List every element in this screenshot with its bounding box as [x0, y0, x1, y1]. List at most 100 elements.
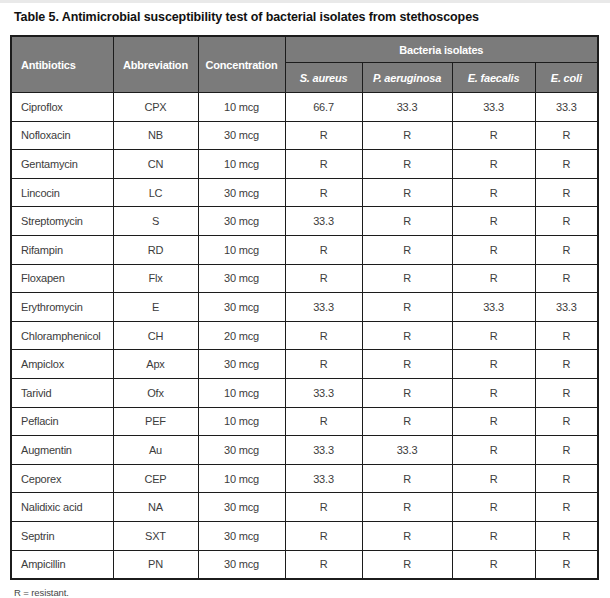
cell-s-aureus: R: [285, 178, 362, 207]
cell-s-aureus: 33.3: [285, 378, 362, 407]
cell-antibiotic: Ciproflox: [11, 93, 113, 122]
cell-antibiotic: Erythromycin: [11, 293, 113, 322]
cell-concentration: 30 mcg: [198, 436, 285, 465]
cell-abbreviation: E: [113, 293, 198, 322]
cell-e-faecalis: R: [452, 493, 535, 522]
table-row: Tarivid Ofx 10 mcg 33.3 R R R: [11, 378, 598, 407]
cell-e-faecalis: R: [452, 235, 535, 264]
cell-p-aeruginosa: R: [362, 521, 452, 550]
cell-antibiotic: Chloramphenicol: [11, 321, 113, 350]
cell-s-aureus: R: [285, 121, 362, 150]
cell-abbreviation: PEF: [113, 407, 198, 436]
cell-p-aeruginosa: R: [362, 235, 452, 264]
cell-e-faecalis: R: [452, 550, 535, 579]
cell-abbreviation: Au: [113, 436, 198, 465]
cell-p-aeruginosa: R: [362, 293, 452, 322]
cell-abbreviation: NA: [113, 493, 198, 522]
cell-s-aureus: 33.3: [285, 293, 362, 322]
col-header-p-aeruginosa: P. aeruginosa: [362, 63, 452, 93]
cell-e-faecalis: R: [452, 150, 535, 179]
col-header-abbreviation: Abbreviation: [113, 36, 198, 93]
table-row: Augmentin Au 30 mcg 33.3 33.3 R R: [11, 436, 598, 465]
cell-p-aeruginosa: R: [362, 150, 452, 179]
cell-antibiotic: Ceporex: [11, 464, 113, 493]
cell-p-aeruginosa: R: [362, 178, 452, 207]
cell-antibiotic: Gentamycin: [11, 150, 113, 179]
cell-e-coli: R: [535, 207, 598, 236]
cell-abbreviation: S: [113, 207, 198, 236]
cell-concentration: 30 mcg: [198, 550, 285, 579]
cell-e-faecalis: R: [452, 436, 535, 465]
table-row: Chloramphenicol CH 20 mcg R R R R: [11, 321, 598, 350]
cell-antibiotic: Septrin: [11, 521, 113, 550]
cell-p-aeruginosa: R: [362, 464, 452, 493]
cell-e-faecalis: R: [452, 350, 535, 379]
table-row: Ampicillin PN 30 mcg R R R R: [11, 550, 598, 579]
cell-abbreviation: CEP: [113, 464, 198, 493]
cell-concentration: 20 mcg: [198, 321, 285, 350]
cell-p-aeruginosa: 33.3: [362, 436, 452, 465]
susceptibility-table: Antibiotics Abbreviation Concentration B…: [10, 35, 599, 580]
cell-e-faecalis: R: [452, 378, 535, 407]
cell-e-coli: R: [535, 150, 598, 179]
cell-e-coli: R: [535, 235, 598, 264]
cell-abbreviation: Flx: [113, 264, 198, 293]
table-title: Table 5. Antimicrobial susceptibility te…: [14, 10, 610, 24]
cell-abbreviation: RD: [113, 235, 198, 264]
cell-e-faecalis: R: [452, 407, 535, 436]
cell-p-aeruginosa: R: [362, 493, 452, 522]
table-row: Ceporex CEP 10 mcg 33.3 R R R: [11, 464, 598, 493]
cell-concentration: 10 mcg: [198, 464, 285, 493]
cell-concentration: 10 mcg: [198, 378, 285, 407]
table-row: Lincocin LC 30 mcg R R R R: [11, 178, 598, 207]
table-row: Peflacin PEF 10 mcg R R R R: [11, 407, 598, 436]
cell-concentration: 30 mcg: [198, 121, 285, 150]
table-header: Antibiotics Abbreviation Concentration B…: [11, 36, 598, 93]
cell-concentration: 30 mcg: [198, 264, 285, 293]
cell-p-aeruginosa: R: [362, 550, 452, 579]
cell-s-aureus: 33.3: [285, 464, 362, 493]
table-row: Streptomycin S 30 mcg 33.3 R R R: [11, 207, 598, 236]
cell-e-coli: R: [535, 550, 598, 579]
cell-e-faecalis: R: [452, 264, 535, 293]
cell-abbreviation: NB: [113, 121, 198, 150]
cell-e-faecalis: R: [452, 121, 535, 150]
cell-e-faecalis: R: [452, 178, 535, 207]
table-row: Erythromycin E 30 mcg 33.3 R 33.3 33.3: [11, 293, 598, 322]
cell-p-aeruginosa: R: [362, 207, 452, 236]
cell-e-coli: R: [535, 464, 598, 493]
table-row: Nalidixic acid NA 30 mcg R R R R: [11, 493, 598, 522]
cell-concentration: 30 mcg: [198, 207, 285, 236]
col-header-bacteria-group: Bacteria isolates: [285, 36, 598, 63]
cell-concentration: 10 mcg: [198, 407, 285, 436]
table-body: Ciproflox CPX 10 mcg 66.7 33.3 33.3 33.3…: [11, 93, 598, 580]
cell-e-faecalis: R: [452, 521, 535, 550]
cell-p-aeruginosa: R: [362, 321, 452, 350]
cell-concentration: 30 mcg: [198, 293, 285, 322]
cell-s-aureus: R: [285, 407, 362, 436]
cell-s-aureus: R: [285, 350, 362, 379]
table-row: Ampiclox Apx 30 mcg R R R R: [11, 350, 598, 379]
col-header-concentration: Concentration: [198, 36, 285, 93]
cell-abbreviation: CN: [113, 150, 198, 179]
cell-s-aureus: 66.7: [285, 93, 362, 122]
cell-abbreviation: CPX: [113, 93, 198, 122]
cell-antibiotic: Lincocin: [11, 178, 113, 207]
cell-p-aeruginosa: R: [362, 407, 452, 436]
cell-s-aureus: R: [285, 235, 362, 264]
cell-s-aureus: R: [285, 264, 362, 293]
cell-abbreviation: Apx: [113, 350, 198, 379]
cell-p-aeruginosa: R: [362, 264, 452, 293]
cell-e-coli: R: [535, 378, 598, 407]
table-row: Rifampin RD 10 mcg R R R R: [11, 235, 598, 264]
cell-concentration: 30 mcg: [198, 350, 285, 379]
table-row: Ciproflox CPX 10 mcg 66.7 33.3 33.3 33.3: [11, 93, 598, 122]
footnote: R = resistant.: [14, 587, 610, 598]
table-row: Floxapen Flx 30 mcg R R R R: [11, 264, 598, 293]
col-header-s-aureus: S. aureus: [285, 63, 362, 93]
cell-antibiotic: Tarivid: [11, 378, 113, 407]
cell-p-aeruginosa: R: [362, 350, 452, 379]
cell-concentration: 30 mcg: [198, 521, 285, 550]
cell-concentration: 10 mcg: [198, 150, 285, 179]
cell-concentration: 10 mcg: [198, 93, 285, 122]
